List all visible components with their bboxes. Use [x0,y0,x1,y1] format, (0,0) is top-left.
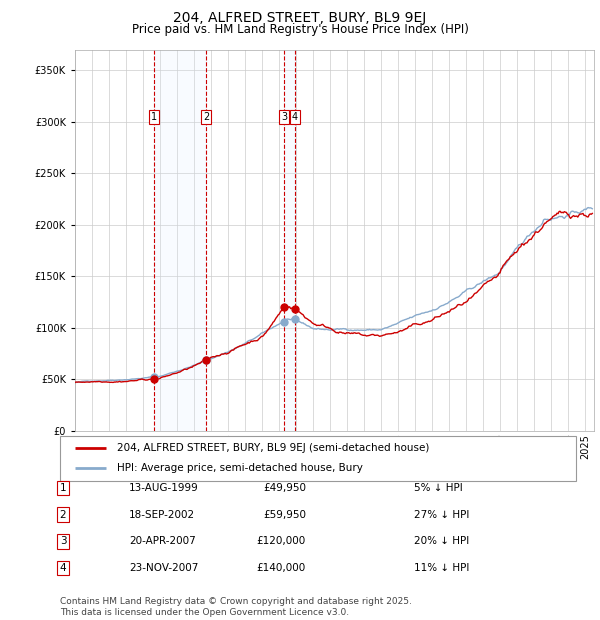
Text: £59,950: £59,950 [263,510,306,520]
Text: 1: 1 [59,483,67,493]
Text: 204, ALFRED STREET, BURY, BL9 9EJ (semi-detached house): 204, ALFRED STREET, BURY, BL9 9EJ (semi-… [117,443,429,453]
Text: Price paid vs. HM Land Registry's House Price Index (HPI): Price paid vs. HM Land Registry's House … [131,23,469,36]
Text: £140,000: £140,000 [257,563,306,573]
Text: £120,000: £120,000 [257,536,306,546]
Bar [284,50,295,431]
Text: 3: 3 [59,536,67,546]
Text: 4: 4 [292,112,298,122]
Text: 2: 2 [59,510,67,520]
Text: 27% ↓ HPI: 27% ↓ HPI [414,510,469,520]
Text: Contains HM Land Registry data © Crown copyright and database right 2025.
This d: Contains HM Land Registry data © Crown c… [60,598,412,617]
Text: 20-APR-2007: 20-APR-2007 [129,536,196,546]
Text: 2: 2 [203,112,209,122]
Text: 204, ALFRED STREET, BURY, BL9 9EJ: 204, ALFRED STREET, BURY, BL9 9EJ [173,11,427,25]
Text: 1: 1 [151,112,157,122]
Text: 13-AUG-1999: 13-AUG-1999 [129,483,199,493]
Text: 4: 4 [59,563,67,573]
Text: 20% ↓ HPI: 20% ↓ HPI [414,536,469,546]
Text: 18-SEP-2002: 18-SEP-2002 [129,510,195,520]
Bar [154,50,206,431]
Text: HPI: Average price, semi-detached house, Bury: HPI: Average price, semi-detached house,… [117,463,362,474]
Text: 11% ↓ HPI: 11% ↓ HPI [414,563,469,573]
Text: £49,950: £49,950 [263,483,306,493]
Text: 3: 3 [281,112,287,122]
Text: 5% ↓ HPI: 5% ↓ HPI [414,483,463,493]
Text: 23-NOV-2007: 23-NOV-2007 [129,563,199,573]
